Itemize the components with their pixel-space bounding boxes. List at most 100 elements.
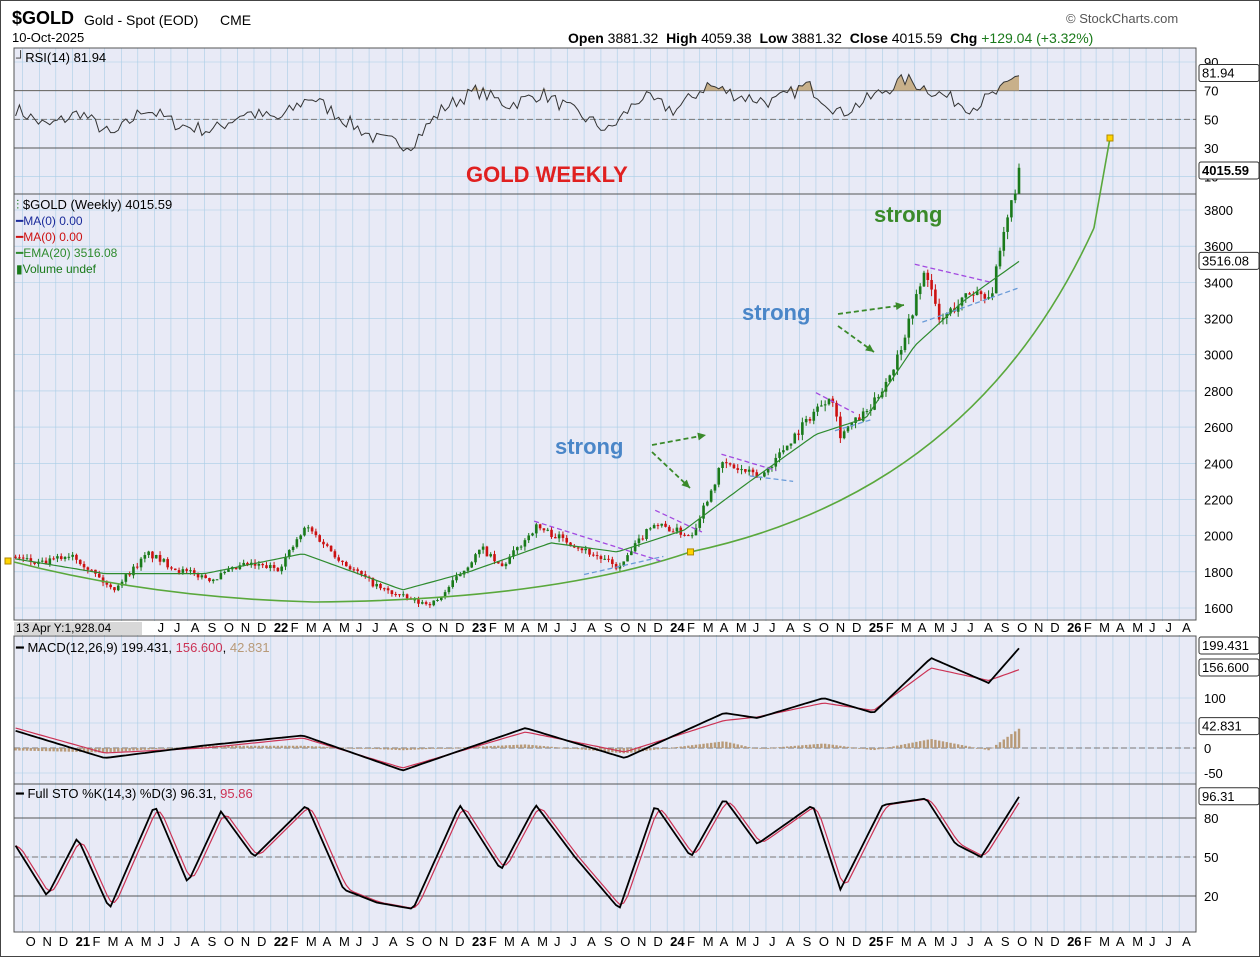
macd-histogram-bar	[1017, 728, 1021, 748]
macd-histogram-bar	[785, 746, 789, 748]
x-tick-label-top: F	[687, 620, 695, 635]
macd-histogram-bar	[747, 747, 751, 748]
strong-arrow-head	[681, 479, 690, 488]
price-tick-label: 1800	[1204, 565, 1233, 580]
candle-body	[447, 586, 451, 593]
candle-body	[333, 551, 337, 558]
parabolic-support-curve	[13, 227, 1095, 603]
macd-histogram-bar	[489, 746, 492, 748]
x-tick-label-bottom: O	[224, 934, 234, 949]
hover-readout-bg	[14, 622, 142, 635]
x-tick-label-top: M	[934, 620, 945, 635]
candle-body	[189, 570, 192, 572]
legend-ma2-text: MA(0) 0.00	[23, 230, 83, 244]
candle-body	[668, 526, 671, 532]
candle-body	[740, 469, 743, 471]
macd-histogram-bar	[462, 747, 466, 749]
candle-body	[124, 574, 128, 582]
x-tick-label-top: N	[241, 620, 250, 635]
macd-histogram-bar	[755, 748, 758, 749]
candle-body	[424, 602, 428, 605]
x-tick-label-bottom: F	[489, 934, 497, 949]
candle-body	[907, 318, 911, 338]
x-tick-label-bottom: M	[901, 934, 912, 949]
macd-histogram-bar	[709, 742, 713, 748]
price-tick-label: 3800	[1204, 203, 1233, 218]
x-tick-label-top: F	[489, 620, 497, 635]
candle-body	[284, 556, 287, 567]
x-tick-label-top: 26	[1067, 620, 1081, 635]
macd-histogram-bar	[105, 748, 109, 753]
macd-histogram-bar	[101, 748, 105, 753]
x-tick-label-bottom: F	[291, 934, 299, 949]
macd-histogram-bar	[474, 746, 477, 748]
macd-histogram-bar	[896, 745, 899, 748]
sto-panel-border	[13, 783, 1197, 933]
candle-body	[523, 540, 527, 547]
rsi-legend-icon: ┘	[16, 50, 26, 65]
macd-histogram-bar	[740, 745, 743, 748]
candle-body	[535, 524, 538, 534]
candle-body	[652, 525, 656, 529]
macd-histogram-bar	[345, 747, 348, 749]
legend-gold: ⫶ $GOLD (Weekly) 4015.59	[16, 197, 172, 213]
ohlc-bar: Open 3881.32 High 4059.38 Low 3881.32 Cl…	[568, 30, 1093, 46]
macd-histogram-bar	[960, 745, 964, 748]
candle-body	[196, 572, 200, 578]
macd-histogram-bar	[949, 742, 952, 748]
candle-body	[75, 554, 78, 560]
candle-body	[804, 419, 808, 423]
candle-body	[139, 558, 143, 568]
candle-body	[603, 558, 607, 560]
candle-body	[470, 562, 474, 568]
strong-arrow-head	[895, 302, 904, 310]
candle-body	[25, 558, 29, 560]
magenta-trendline	[914, 263, 992, 283]
exchange-label: CME	[220, 12, 252, 28]
macd-histogram-bar	[71, 748, 74, 752]
macd-histogram-bar	[884, 747, 888, 749]
x-tick-label-bottom: A	[984, 934, 993, 949]
candle-body	[713, 484, 717, 491]
x-tick-label-bottom: S	[803, 934, 812, 949]
macd-histogram-bar	[694, 744, 698, 748]
brand-label[interactable]: © StockCharts.com	[1066, 11, 1178, 26]
x-tick-label-bottom: J	[1165, 934, 1172, 949]
macd-histogram-bar	[744, 746, 747, 748]
x-tick-label-bottom: 21	[76, 934, 90, 949]
macd-histogram-bar	[204, 745, 207, 748]
macd-histogram-bar	[649, 748, 652, 751]
rsi-panel-bg	[14, 48, 1196, 194]
candle-body	[413, 599, 416, 601]
macd-histogram-bar	[67, 748, 71, 752]
candle-body	[116, 585, 120, 591]
macd-histogram-bar	[732, 743, 736, 748]
x-tick-label-bottom: J	[951, 934, 958, 949]
macd-histogram-bar	[793, 745, 796, 748]
candle-body	[497, 561, 500, 564]
ema-value-badge-box	[1198, 251, 1260, 270]
candle-body	[322, 541, 325, 545]
x-tick-label-top: M	[537, 620, 548, 635]
x-tick-label-top: A	[720, 620, 729, 635]
x-tick-label-bottom: O	[26, 934, 36, 949]
candle-body	[607, 558, 610, 560]
x-tick-label-top: A	[389, 620, 398, 635]
candle-body	[770, 466, 774, 468]
legend-gold-text: $GOLD (Weekly) 4015.59	[22, 197, 173, 212]
candle-body	[337, 557, 340, 561]
macd-histogram-bar	[865, 748, 869, 750]
copyright-icon: ©	[1066, 11, 1080, 26]
x-tick-label-bottom: A	[720, 934, 729, 949]
macd-histogram-bar	[371, 748, 375, 749]
x-tick-label-bottom: M	[1132, 934, 1143, 949]
macd-histogram-bar	[25, 748, 29, 751]
legend-ma2: ━MA(0) 0.00	[16, 230, 83, 244]
macd-histogram-bar	[136, 748, 139, 751]
macd-histogram-bar	[493, 745, 496, 748]
candle-body	[823, 404, 827, 406]
macd-histogram-bar	[854, 747, 857, 749]
macd-histogram-bar	[580, 748, 584, 750]
candle-body	[664, 523, 667, 527]
x-tick-label-top: 24	[670, 620, 685, 635]
